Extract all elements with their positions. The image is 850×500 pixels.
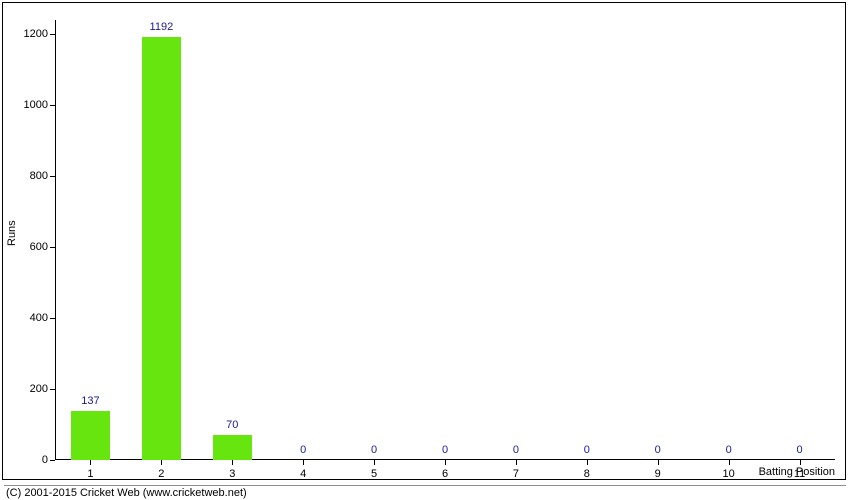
x-tick xyxy=(374,460,375,465)
bar-value-label: 1192 xyxy=(150,21,174,33)
x-tick xyxy=(232,460,233,465)
bar-value-label: 0 xyxy=(726,444,732,456)
bar-value-label: 0 xyxy=(300,444,306,456)
x-tick-label: 10 xyxy=(723,468,735,480)
x-tick-label: 9 xyxy=(655,468,661,480)
x-tick xyxy=(303,460,304,465)
x-tick-label: 11 xyxy=(794,468,805,480)
copyright-text: (C) 2001-2015 Cricket Web (www.cricketwe… xyxy=(4,485,846,500)
x-tick xyxy=(445,460,446,465)
y-tick-label: 400 xyxy=(10,312,48,324)
x-tick xyxy=(516,460,517,465)
bar-value-label: 0 xyxy=(584,444,590,456)
x-tick xyxy=(658,460,659,465)
x-tick xyxy=(587,460,588,465)
x-tick-label: 1 xyxy=(87,468,93,480)
y-tick-label: 1000 xyxy=(10,99,48,111)
y-tick xyxy=(50,460,55,461)
chart-container: Runs Batting Position 020040060080010001… xyxy=(0,0,850,500)
x-tick-label: 4 xyxy=(300,468,306,480)
bar-value-label: 137 xyxy=(81,395,99,407)
bar-value-label: 0 xyxy=(442,444,448,456)
y-tick xyxy=(50,105,55,106)
y-axis-line xyxy=(55,20,56,460)
x-tick xyxy=(90,460,91,465)
y-tick-label: 1200 xyxy=(10,28,48,40)
y-tick xyxy=(50,176,55,177)
x-tick-label: 7 xyxy=(513,468,519,480)
plot-area: 0200400600800100012001137211923704050607… xyxy=(55,20,835,460)
y-tick-label: 0 xyxy=(10,454,48,466)
x-tick-label: 8 xyxy=(584,468,590,480)
y-tick-label: 800 xyxy=(10,170,48,182)
x-tick xyxy=(161,460,162,465)
bar-value-label: 0 xyxy=(371,444,377,456)
y-tick xyxy=(50,247,55,248)
bar-value-label: 0 xyxy=(796,444,802,456)
y-tick-label: 600 xyxy=(10,241,48,253)
bar-value-label: 0 xyxy=(513,444,519,456)
y-tick xyxy=(50,34,55,35)
y-tick xyxy=(50,389,55,390)
bar-value-label: 0 xyxy=(655,444,661,456)
x-tick xyxy=(800,460,801,465)
bar-value-label: 70 xyxy=(226,419,238,431)
x-tick xyxy=(729,460,730,465)
bar xyxy=(71,411,110,460)
y-tick-label: 200 xyxy=(10,383,48,395)
x-tick-label: 3 xyxy=(229,468,235,480)
x-tick-label: 5 xyxy=(371,468,377,480)
bar xyxy=(142,37,181,460)
x-tick-label: 2 xyxy=(158,468,164,480)
y-tick xyxy=(50,318,55,319)
x-tick-label: 6 xyxy=(442,468,448,480)
bar xyxy=(213,435,252,460)
